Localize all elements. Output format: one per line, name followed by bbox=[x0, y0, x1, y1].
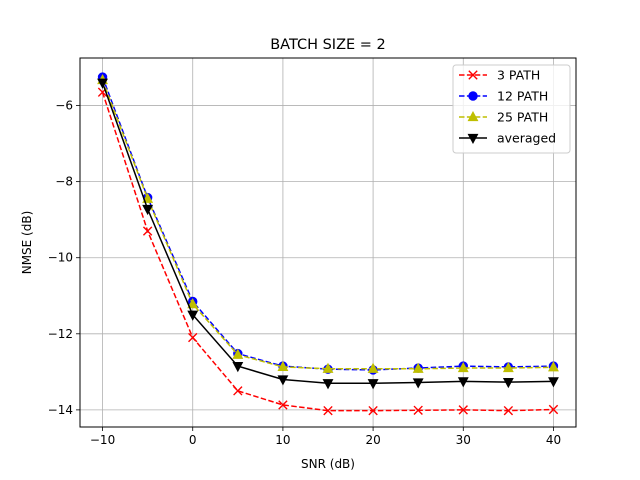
data-point-averaged bbox=[548, 377, 559, 388]
x-axis-label: SNR (dB) bbox=[301, 457, 355, 471]
data-point-3-path bbox=[413, 405, 423, 415]
data-point-25-path bbox=[367, 362, 379, 373]
data-point-3-path bbox=[458, 405, 468, 415]
data-point-25-path bbox=[322, 362, 334, 373]
series-3-path bbox=[97, 87, 559, 416]
x-tick-label: 30 bbox=[456, 433, 471, 447]
data-point-averaged bbox=[142, 204, 154, 216]
data-point-25-path bbox=[457, 361, 469, 373]
data-point-averaged bbox=[367, 379, 379, 390]
data-point-25-path bbox=[277, 360, 289, 371]
x-tick-label: 0 bbox=[189, 433, 197, 447]
legend-label: averaged bbox=[497, 131, 556, 146]
legend-item-12-path: 12 PATH bbox=[459, 89, 548, 104]
plot-frame bbox=[79, 57, 577, 428]
y-tick-label: −6 bbox=[55, 99, 73, 113]
legend-marker bbox=[468, 70, 478, 80]
data-point-3-path bbox=[278, 400, 288, 410]
data-point-25-path bbox=[187, 298, 199, 309]
series-averaged bbox=[97, 78, 559, 390]
data-point-averaged bbox=[232, 362, 244, 373]
data-point-25-path bbox=[502, 361, 514, 373]
y-tick-label: −8 bbox=[55, 175, 73, 189]
legend-label: 12 PATH bbox=[497, 89, 548, 104]
data-point-3-path bbox=[142, 226, 153, 236]
data-point-3-path bbox=[323, 405, 333, 416]
data-point-25-path bbox=[142, 192, 154, 203]
chart-title: BATCH SIZE = 2 bbox=[270, 37, 386, 53]
data-point-averaged bbox=[277, 375, 289, 386]
data-point-25-path bbox=[232, 348, 244, 359]
data-point-averaged bbox=[412, 378, 424, 389]
data-point-25-path bbox=[412, 362, 424, 373]
legend-item-3-path: 3 PATH bbox=[459, 68, 540, 83]
data-point-3-path bbox=[368, 405, 378, 416]
x-tick-label: 40 bbox=[546, 433, 561, 447]
data-point-3-path bbox=[503, 405, 514, 416]
legend-marker bbox=[468, 91, 478, 101]
legend-label: 25 PATH bbox=[497, 110, 548, 125]
data-point-averaged bbox=[502, 378, 514, 389]
legend-item-averaged: averaged bbox=[459, 131, 556, 146]
y-tick-label: −10 bbox=[48, 251, 73, 265]
y-tick-label: −14 bbox=[48, 403, 73, 417]
data-point-3-path bbox=[548, 404, 559, 415]
y-axis-label: NMSE (dB) bbox=[20, 211, 34, 275]
series-line-12-path bbox=[101, 76, 554, 371]
data-point-averaged bbox=[457, 377, 469, 388]
y-tick-label: −12 bbox=[48, 327, 73, 341]
x-tick-label: −10 bbox=[90, 433, 115, 447]
legend-marker bbox=[467, 110, 479, 122]
data-point-3-path bbox=[188, 332, 198, 343]
ticks: −10 0 10 20 30 40 −14 −12 −10 −8 −6 bbox=[48, 99, 561, 447]
data-point-averaged bbox=[97, 78, 108, 89]
data-point-3-path bbox=[233, 386, 243, 396]
legend-box bbox=[452, 64, 571, 154]
data-point-averaged bbox=[322, 379, 334, 390]
data-point-25-path bbox=[548, 361, 559, 372]
legend-marker bbox=[467, 133, 479, 145]
x-tick-label: 10 bbox=[275, 433, 290, 447]
legend-label: 3 PATH bbox=[497, 68, 540, 83]
legend: 3 PATH 12 PATH 25 PATH averaged bbox=[452, 64, 571, 154]
legend-item-25-path: 25 PATH bbox=[459, 110, 548, 125]
series-layer bbox=[97, 72, 559, 416]
x-tick-label: 20 bbox=[365, 433, 380, 447]
data-point-averaged bbox=[187, 310, 199, 321]
